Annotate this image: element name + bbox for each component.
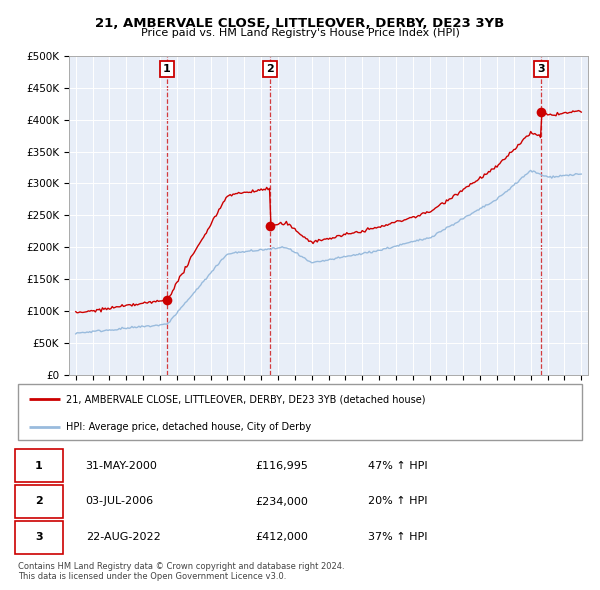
Text: 3: 3	[538, 64, 545, 74]
Text: Price paid vs. HM Land Registry's House Price Index (HPI): Price paid vs. HM Land Registry's House …	[140, 28, 460, 38]
Text: 3: 3	[35, 532, 43, 542]
Text: £116,995: £116,995	[255, 461, 308, 471]
Text: 21, AMBERVALE CLOSE, LITTLEOVER, DERBY, DE23 3YB: 21, AMBERVALE CLOSE, LITTLEOVER, DERBY, …	[95, 17, 505, 30]
FancyBboxPatch shape	[15, 520, 63, 554]
FancyBboxPatch shape	[18, 384, 582, 440]
Text: 21, AMBERVALE CLOSE, LITTLEOVER, DERBY, DE23 3YB (detached house): 21, AMBERVALE CLOSE, LITTLEOVER, DERBY, …	[66, 394, 425, 404]
Text: 20% ↑ HPI: 20% ↑ HPI	[368, 497, 427, 506]
Text: 22-AUG-2022: 22-AUG-2022	[86, 532, 160, 542]
Text: 1: 1	[35, 461, 43, 471]
Text: 2: 2	[35, 497, 43, 506]
Text: 03-JUL-2006: 03-JUL-2006	[86, 497, 154, 506]
Text: HPI: Average price, detached house, City of Derby: HPI: Average price, detached house, City…	[66, 422, 311, 432]
FancyBboxPatch shape	[15, 449, 63, 483]
Text: 1: 1	[163, 64, 171, 74]
Text: 2: 2	[266, 64, 274, 74]
FancyBboxPatch shape	[15, 485, 63, 519]
Text: 47% ↑ HPI: 47% ↑ HPI	[368, 461, 427, 471]
Text: £412,000: £412,000	[255, 532, 308, 542]
Text: £234,000: £234,000	[255, 497, 308, 506]
Text: 31-MAY-2000: 31-MAY-2000	[86, 461, 158, 471]
Text: Contains HM Land Registry data © Crown copyright and database right 2024.
This d: Contains HM Land Registry data © Crown c…	[18, 562, 344, 581]
Text: 37% ↑ HPI: 37% ↑ HPI	[368, 532, 427, 542]
